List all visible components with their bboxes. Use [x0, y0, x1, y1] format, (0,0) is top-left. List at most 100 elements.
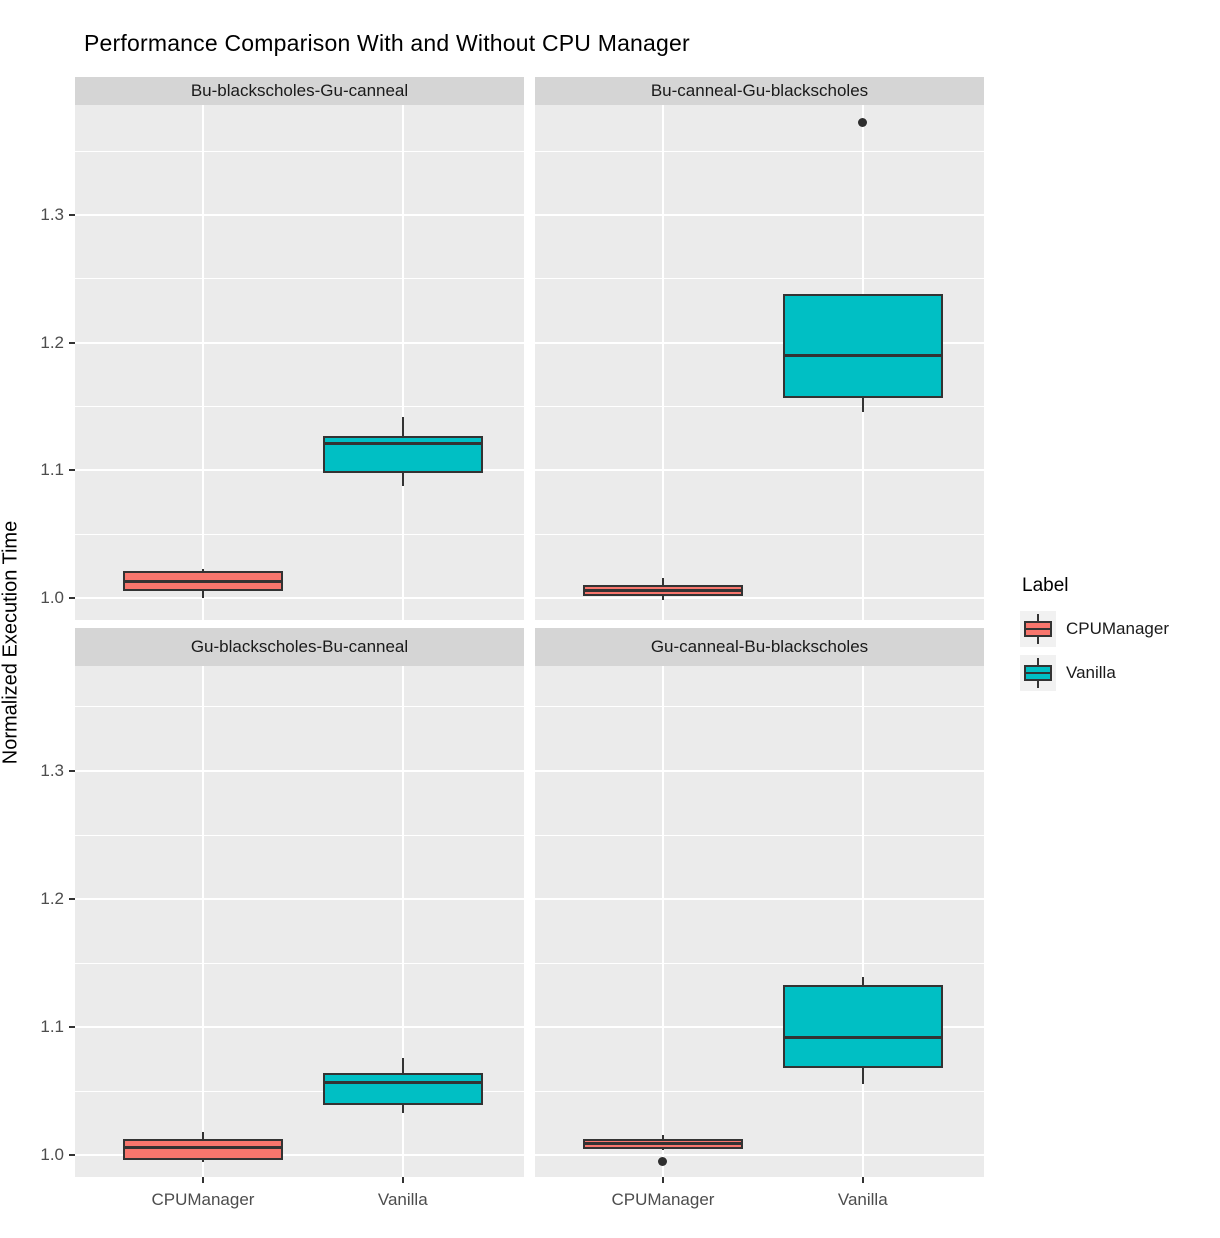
major-gridline — [535, 469, 984, 472]
x-tick-mark — [201, 1177, 204, 1183]
vertical-gridline — [201, 666, 204, 1177]
median-line — [782, 353, 943, 357]
facet-panel — [535, 666, 984, 1177]
legend-key-median — [1024, 628, 1052, 630]
y-axis-title: Normalized Execution Time — [0, 520, 22, 765]
legend-entry-label: CPUManager — [1066, 619, 1169, 638]
major-gridline — [75, 770, 524, 773]
box-iqr — [782, 294, 943, 398]
median-line — [582, 589, 743, 593]
facet-strip: Bu-canneal-Gu-blackscholes — [535, 77, 984, 105]
y-tick-mark — [69, 770, 75, 773]
vertical-gridline — [661, 105, 664, 620]
box-iqr — [322, 1073, 483, 1106]
facet-strip: Gu-blackscholes-Bu-canneal — [75, 628, 524, 666]
facet-panel — [75, 105, 524, 620]
minor-gridline — [75, 278, 524, 280]
facet-strip-label: Bu-canneal-Gu-blackscholes — [650, 81, 869, 100]
minor-gridline — [75, 962, 524, 964]
legend-title: Label — [1022, 575, 1069, 596]
minor-gridline — [535, 962, 984, 964]
facet-strip-label: Gu-blackscholes-Bu-canneal — [190, 637, 409, 656]
minor-gridline — [75, 533, 524, 535]
y-tick-mark — [69, 469, 75, 472]
minor-gridline — [535, 278, 984, 280]
major-gridline — [535, 341, 984, 344]
y-tick-label: 1.0 — [40, 1145, 64, 1165]
legend-key-box — [1024, 621, 1052, 637]
median-line — [322, 1080, 483, 1084]
y-tick-mark — [69, 898, 75, 901]
facet-panel — [75, 666, 524, 1177]
median-line — [122, 580, 283, 584]
x-tick-label: Vanilla — [377, 1190, 428, 1209]
y-tick-mark — [69, 1154, 75, 1157]
vertical-gridline — [201, 105, 204, 620]
legend-key-median — [1024, 672, 1052, 674]
median-line — [322, 442, 483, 446]
major-gridline — [535, 1154, 984, 1157]
legend-key-box — [1024, 665, 1052, 681]
minor-gridline — [75, 834, 524, 836]
facet-strip-label: Bu-blackscholes-Gu-canneal — [190, 81, 409, 100]
legend: Label CPUManager Vanilla — [1020, 575, 1220, 699]
minor-gridline — [75, 1090, 524, 1092]
outlier-point — [858, 118, 868, 128]
y-tick-label: 1.3 — [40, 204, 64, 224]
minor-gridline — [75, 406, 524, 408]
major-gridline — [75, 597, 524, 600]
x-tick-mark — [861, 1177, 864, 1183]
median-line — [582, 1142, 743, 1146]
y-tick-label: 1.0 — [40, 588, 64, 608]
legend-entry: Vanilla — [1020, 655, 1220, 691]
legend-key-boxplot-icon — [1020, 611, 1056, 647]
major-gridline — [535, 1026, 984, 1029]
y-tick-mark — [69, 1026, 75, 1029]
outlier-point — [658, 1157, 668, 1167]
facet-strip: Gu-canneal-Bu-blackscholes — [535, 628, 984, 666]
y-tick-mark — [69, 597, 75, 600]
minor-gridline — [535, 150, 984, 152]
x-tick-label: Vanilla — [837, 1190, 888, 1209]
facet-strip: Bu-blackscholes-Gu-canneal — [75, 77, 524, 105]
major-gridline — [75, 1154, 524, 1157]
y-tick-label: 1.2 — [40, 332, 64, 352]
x-tick-mark — [401, 1177, 404, 1183]
median-line — [782, 1035, 943, 1039]
major-gridline — [75, 213, 524, 216]
y-tick-label: 1.1 — [40, 460, 64, 480]
x-tick-label: CPUManager — [151, 1190, 255, 1209]
y-tick-mark — [69, 213, 75, 216]
major-gridline — [75, 341, 524, 344]
major-gridline — [75, 898, 524, 901]
major-gridline — [535, 770, 984, 773]
box-iqr — [122, 1138, 283, 1161]
major-gridline — [535, 597, 984, 600]
minor-gridline — [75, 150, 524, 152]
major-gridline — [75, 469, 524, 472]
vertical-gridline — [661, 666, 664, 1177]
x-tick-label: CPUManager — [611, 1190, 715, 1209]
major-gridline — [535, 898, 984, 901]
chart-title: Performance Comparison With and Without … — [84, 30, 690, 56]
median-line — [122, 1146, 283, 1150]
legend-key-boxplot-icon — [1020, 655, 1056, 691]
facet-panel — [535, 105, 984, 620]
legend-entry-label: Vanilla — [1066, 663, 1116, 682]
major-gridline — [75, 1026, 524, 1029]
facet-strip-label: Gu-canneal-Bu-blackscholes — [650, 637, 869, 656]
minor-gridline — [535, 834, 984, 836]
box-iqr — [782, 984, 943, 1069]
major-gridline — [535, 213, 984, 216]
minor-gridline — [75, 706, 524, 708]
legend-entries: CPUManager Vanilla — [1020, 611, 1220, 691]
minor-gridline — [535, 533, 984, 535]
vertical-gridline — [401, 666, 404, 1177]
x-tick-mark — [661, 1177, 664, 1183]
y-tick-label: 1.2 — [40, 889, 64, 909]
minor-gridline — [535, 1090, 984, 1092]
legend-entry: CPUManager — [1020, 611, 1220, 647]
minor-gridline — [535, 406, 984, 408]
y-tick-mark — [69, 341, 75, 344]
